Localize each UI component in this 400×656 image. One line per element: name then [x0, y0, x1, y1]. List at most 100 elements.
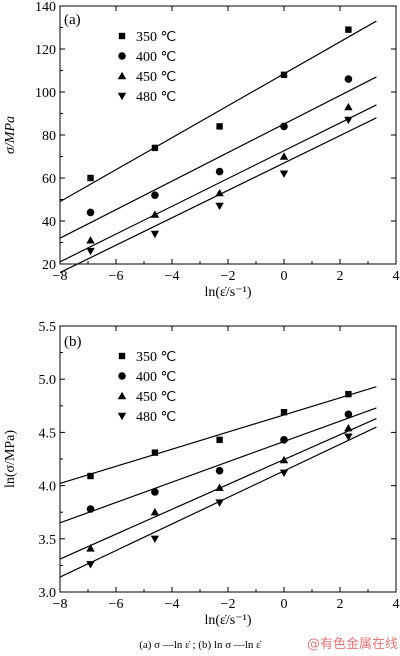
panel-b-data-point	[216, 436, 223, 444]
watermark: @有色金属在线	[307, 636, 398, 652]
panel-a: (a) σ/MPa ln(ε̇/s⁻¹) −8 −6 −4 −2 0 2 4 20 40 60 80…	[3, 0, 400, 300]
panel-a-ticks: −8 −6 −4 −2 0 2 4 20 40 60 80 100 120 140	[35, 0, 400, 284]
panel-b-data-point	[86, 505, 95, 513]
panel-b-legend: 350 ℃ 400 ℃ 450 ℃ 480 ℃	[117, 350, 176, 425]
panel-a-xtick-label: −2	[221, 269, 236, 284]
panel-a-xtick-label: −6	[109, 269, 124, 284]
panel-b-xlabel: ln(ε̇/s⁻¹)	[204, 613, 251, 628]
panel-a-data-point	[151, 144, 159, 152]
panel-a-fit-lines	[59, 20, 377, 274]
panel-b-data-point	[280, 436, 288, 444]
panel-b-data-point	[86, 561, 95, 569]
panel-b-ytick-label: 5.5	[39, 320, 57, 335]
panel-a-data-point	[215, 188, 224, 197]
panel-a-legend-marker	[117, 92, 127, 101]
panel-a-xtick-label: 2	[337, 269, 344, 284]
panel-a-data-point	[344, 75, 353, 83]
panel-b-frame	[59, 325, 397, 593]
panel-a-fit-line	[59, 76, 377, 239]
panel-b-ytick-label: 4.5	[39, 426, 57, 441]
panel-a-ytick-label: 80	[42, 129, 56, 144]
panel-b-data-point	[279, 469, 289, 478]
panel-b-xtick-label: 4	[393, 597, 400, 612]
panel-a-data-point	[86, 247, 95, 256]
panel-a-data-point	[279, 152, 289, 160]
panel-b-xtick-label: −4	[165, 597, 180, 612]
panel-a-data-point	[280, 122, 288, 131]
panel-a-ytick-label: 120	[35, 43, 56, 58]
panel-b-data-point	[345, 390, 352, 398]
panel-a-ylabel: σ/MPa	[3, 116, 18, 154]
panel-b-ticks: −8 −6 −4 −2 0 2 4 3.0 3.5 4.0 4.5 5.0 5.5	[39, 320, 400, 612]
panel-b-data-point	[280, 408, 288, 416]
panel-a-legend-label: 450 ℃	[136, 70, 176, 85]
panel-b-data-point	[150, 535, 160, 543]
panel-a-fit-line	[59, 104, 377, 263]
panel-b-legend-label: 480 ℃	[136, 410, 176, 425]
panel-a-legend-label: 400 ℃	[136, 50, 176, 65]
panel-a-xtick-label: 4	[393, 269, 400, 284]
panel-a-ytick-label: 60	[42, 172, 56, 187]
panel-a-data-point	[87, 174, 94, 182]
panel-b-xtick-label: −2	[221, 597, 236, 612]
panel-a-ytick-label: 40	[42, 215, 56, 230]
panel-a-data-point	[345, 26, 352, 33]
panel-a-legend-label: 350 ℃	[136, 30, 176, 45]
panel-a-legend-marker	[118, 32, 126, 40]
panel-a-data-point	[344, 116, 353, 125]
panel-b-xtick-label: 0	[281, 597, 288, 612]
panel-b-data-point	[151, 488, 159, 496]
panel-a-data-point	[151, 191, 159, 199]
panel-b-legend-label: 450 ℃	[136, 390, 176, 405]
panel-b-label: (b)	[64, 334, 82, 350]
panel-a-ytick-label: 100	[35, 86, 56, 101]
panel-b-data-point	[344, 423, 353, 432]
panel-b-data-point	[215, 499, 224, 507]
panel-a-data-point	[150, 230, 160, 239]
panel-a-frame	[59, 5, 397, 265]
panel-a-data-point	[150, 210, 160, 218]
panel-a-data-point	[86, 208, 95, 217]
panel-b-ytick-label: 3.5	[39, 533, 57, 548]
panel-b-ytick-label: 4.0	[39, 480, 57, 495]
panel-b-xtick-label: −6	[109, 597, 124, 612]
panel-b-legend-marker	[118, 352, 126, 360]
panel-a-data-point	[215, 167, 224, 176]
panel-a-fit-line	[59, 20, 377, 203]
panel-b-fit-line	[59, 407, 377, 524]
panel-b-legend-marker	[117, 391, 127, 400]
figure-caption: (a) σ —ln ε̇ ; (b) ln σ —ln ε̇	[139, 639, 262, 651]
panel-b-data-point	[150, 508, 160, 516]
panel-a-ytick-label: 140	[35, 0, 56, 15]
panel-a-ytick-label: 20	[42, 258, 56, 273]
panel-a-data-point	[280, 71, 288, 78]
panel-b-points	[86, 390, 353, 569]
panel-a-xtick-label: −4	[165, 269, 180, 284]
panel-b-ylabel: ln(σ/MPa)	[3, 430, 18, 488]
panel-a-data-point	[344, 102, 353, 111]
panel-b-data-point	[215, 483, 224, 491]
panel-a-data-point	[86, 236, 95, 244]
panel-b: (b) ln(σ/MPa) ln(ε̇/s⁻¹) −8 −6 −4 −2 0 2 4 3.0 3…	[3, 320, 400, 628]
panel-b-data-point	[344, 433, 353, 441]
panel-b-data-point	[279, 455, 289, 464]
panel-a-points	[86, 26, 353, 256]
panel-b-legend-marker	[118, 372, 126, 380]
panel-b-data-point	[87, 472, 94, 480]
panel-b-xtick-label: −8	[53, 597, 68, 612]
panel-a-xtick-label: −8	[53, 269, 68, 284]
panel-a-xtick-label: 0	[281, 269, 288, 284]
panel-a-legend-label: 480 ℃	[136, 90, 176, 105]
panel-a-legend-marker	[117, 71, 127, 80]
panel-b-fit-line	[59, 386, 377, 485]
panel-b-fit-lines	[59, 386, 377, 578]
panel-b-data-point	[151, 449, 159, 456]
panel-b-xtick-label: 2	[337, 597, 344, 612]
panel-a-data-point	[215, 202, 224, 211]
panel-a-xlabel: ln(ε̇/s⁻¹)	[204, 285, 251, 300]
panel-b-legend-marker	[117, 412, 127, 421]
panel-a-data-point	[279, 170, 289, 178]
panel-b-data-point	[344, 410, 353, 419]
panel-b-data-point	[86, 544, 95, 552]
